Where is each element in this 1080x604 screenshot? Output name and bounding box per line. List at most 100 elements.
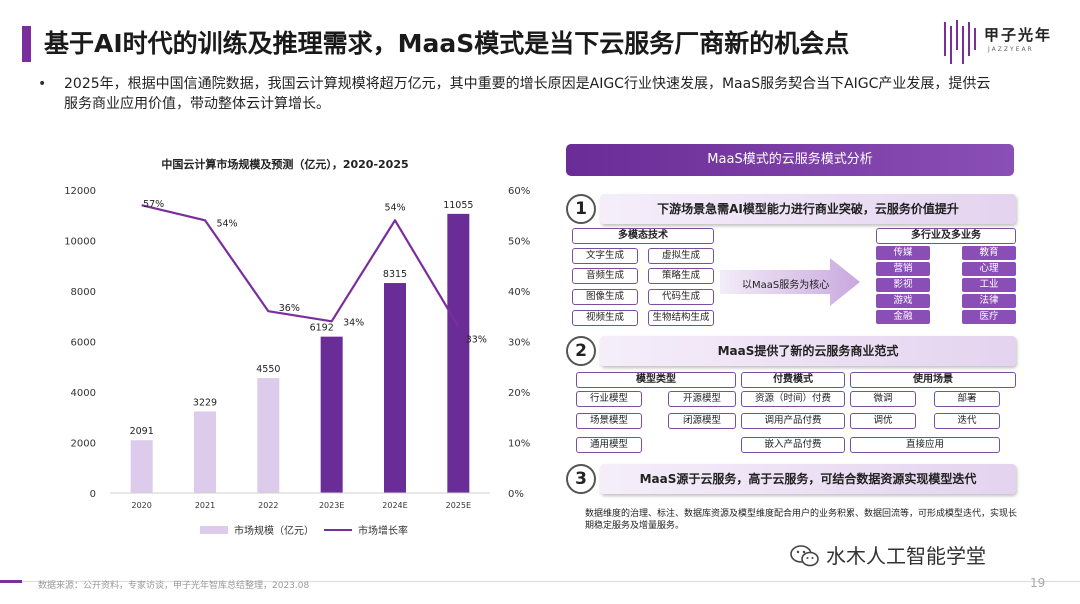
multimodal-head: 多模态技术 bbox=[572, 228, 714, 244]
section-1-number: 1 bbox=[566, 194, 596, 224]
data-source: 数据来源：公开资料，专家访谈，甲子光年智库总结整理，2023.08 bbox=[38, 581, 310, 591]
x-tick: 2023E bbox=[319, 501, 344, 510]
section-1-title: 下游场景急需AI模型能力进行商业突破，云服务价值提升 bbox=[600, 194, 1016, 224]
industry-item: 心理 bbox=[962, 262, 1016, 276]
section-2-title: MaaS提供了新的云服务商业范式 bbox=[600, 336, 1016, 366]
model-type-item: 场景模型 bbox=[576, 413, 642, 429]
multimodal-item: 文字生成 bbox=[572, 248, 638, 264]
industry-item: 工业 bbox=[962, 278, 1016, 292]
bar-label: 11055 bbox=[443, 200, 473, 211]
wechat-account: 水木人工智能学堂 bbox=[826, 544, 986, 568]
multimodal-item: 虚拟生成 bbox=[648, 248, 714, 264]
line-label: 54% bbox=[216, 218, 237, 229]
section-3-description: 数据维度的治理、标注、数据库资源及模型维度配合用户的业务积累、数据回流等，可形成… bbox=[585, 509, 1018, 531]
line-label: 36% bbox=[279, 303, 300, 314]
market-chart: 中国云计算市场规模及预测（亿元），2020-2025 2091 3229 4550 6… bbox=[64, 157, 530, 537]
model-type-item: 闭源模型 bbox=[668, 413, 736, 429]
y-tick-left: 8000 bbox=[71, 287, 96, 298]
x-tick: 2021 bbox=[195, 501, 215, 510]
payment-item: 调用产品付费 bbox=[741, 413, 845, 429]
bar-label: 4550 bbox=[256, 364, 280, 375]
industry-item: 法律 bbox=[962, 294, 1016, 308]
payment-item: 嵌入产品付费 bbox=[741, 437, 845, 453]
bar-2021 bbox=[194, 411, 216, 493]
payment-item: 资源（时间）付费 bbox=[741, 391, 845, 407]
legend-bar-swatch bbox=[200, 526, 228, 534]
payment-head: 付费模式 bbox=[741, 372, 845, 388]
bullet-dot: • bbox=[38, 76, 47, 92]
maas-core-arrow-icon bbox=[720, 258, 860, 306]
industry-item: 传媒 bbox=[876, 246, 930, 260]
multimodal-item: 音频生成 bbox=[572, 268, 638, 284]
industry-item: 游戏 bbox=[876, 294, 930, 308]
y-tick-right: 0% bbox=[508, 489, 524, 500]
wechat-icon bbox=[790, 545, 819, 567]
usage-head: 使用场景 bbox=[850, 372, 1016, 388]
usage-item: 直接应用 bbox=[850, 437, 1000, 453]
industry-head: 多行业及多业务 bbox=[876, 228, 1016, 244]
bar-2022 bbox=[257, 378, 280, 493]
y-tick-left: 6000 bbox=[71, 338, 96, 349]
page-number: 19 bbox=[1030, 576, 1046, 590]
core-label: 以MaaS服务为核心 bbox=[742, 280, 830, 291]
legend-line-label: 市场增长率 bbox=[358, 524, 408, 537]
line-label: 34% bbox=[343, 317, 364, 328]
line-label: 54% bbox=[384, 202, 405, 213]
bar-label: 2091 bbox=[130, 426, 154, 437]
usage-item: 调优 bbox=[850, 413, 916, 429]
y-tick-left: 10000 bbox=[64, 237, 96, 248]
multimodal-item: 视频生成 bbox=[572, 310, 638, 326]
x-tick: 2025E bbox=[446, 501, 471, 510]
usage-item: 微调 bbox=[850, 391, 916, 407]
logo-icon bbox=[944, 20, 976, 64]
line-label: 33% bbox=[466, 334, 487, 345]
bar-2025E bbox=[447, 213, 470, 493]
page-title: 基于AI时代的训练及推理需求，MaaS模式是当下云服务厂商新的机会点 bbox=[44, 29, 850, 58]
bar-2024E bbox=[384, 283, 406, 493]
footer-divider bbox=[22, 581, 1080, 582]
usage-item: 部署 bbox=[934, 391, 1000, 407]
footer-accent bbox=[0, 580, 22, 583]
industry-item: 教育 bbox=[962, 246, 1016, 260]
model-type-head: 模型类型 bbox=[576, 372, 736, 388]
bar-label: 6192 bbox=[310, 323, 334, 334]
growth-rate-line bbox=[141, 204, 460, 327]
industry-item: 营销 bbox=[876, 262, 930, 276]
y-tick-right: 10% bbox=[508, 439, 530, 450]
multimodal-item: 代码生成 bbox=[648, 289, 714, 305]
multimodal-item: 生物结构生成 bbox=[648, 310, 714, 326]
y-tick-right: 50% bbox=[508, 237, 530, 248]
industry-item: 金融 bbox=[876, 310, 930, 324]
bar-label: 3229 bbox=[193, 397, 217, 408]
bar-2023E bbox=[320, 336, 343, 493]
y-tick-right: 60% bbox=[508, 186, 530, 197]
y-tick-left: 12000 bbox=[64, 186, 96, 197]
usage-item: 迭代 bbox=[934, 413, 1000, 429]
x-tick: 2022 bbox=[258, 501, 278, 510]
model-type-item: 通用模型 bbox=[576, 437, 642, 453]
title-accent-bar bbox=[22, 26, 31, 62]
model-type-item: 行业模型 bbox=[576, 391, 642, 407]
bullet-text: 2025年，根据中国信通院数据，我国云计算规模将超万亿元，其中重要的增长原因是A… bbox=[64, 76, 991, 112]
industry-item: 医疗 bbox=[962, 310, 1016, 324]
industry-item: 影视 bbox=[876, 278, 930, 292]
line-label: 57% bbox=[143, 199, 164, 210]
legend-bar-label: 市场规模（亿元） bbox=[234, 524, 314, 537]
section-3-number: 3 bbox=[566, 464, 596, 494]
y-tick-right: 20% bbox=[508, 388, 530, 399]
y-tick-right: 30% bbox=[508, 338, 530, 349]
multimodal-item: 图像生成 bbox=[572, 289, 638, 305]
section-2-number: 2 bbox=[566, 336, 596, 366]
model-type-item: 开源模型 bbox=[668, 391, 736, 407]
bar-label: 8315 bbox=[383, 269, 407, 280]
bar-2020 bbox=[130, 440, 153, 493]
x-tick: 2024E bbox=[382, 501, 407, 510]
x-tick: 2020 bbox=[131, 501, 151, 510]
y-tick-left: 0 bbox=[90, 489, 96, 500]
y-tick-right: 40% bbox=[508, 287, 530, 298]
multimodal-item: 策略生成 bbox=[648, 268, 714, 284]
y-tick-left: 2000 bbox=[71, 439, 96, 450]
logo-name: 甲子光年 bbox=[984, 26, 1053, 44]
chart-title: 中国云计算市场规模及预测（亿元），2020-2025 bbox=[161, 157, 408, 171]
section-3-title: MaaS源于云服务，高于云服务，可结合数据资源实现模型迭代 bbox=[600, 464, 1016, 494]
